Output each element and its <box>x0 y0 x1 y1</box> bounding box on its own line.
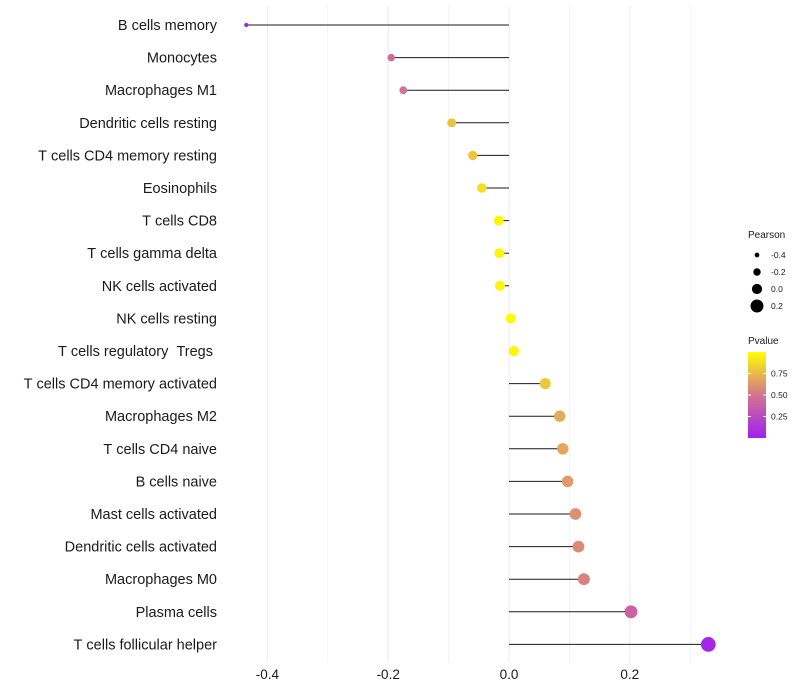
colorbar-tick-label: 0.50 <box>771 390 788 400</box>
category-label: T cells gamma delta <box>87 246 218 262</box>
category-label: NK cells activated <box>102 279 217 295</box>
colorbar-tick-label: 0.25 <box>771 412 788 422</box>
category-label: T cells regulatory Tregs <box>58 344 217 360</box>
x-tick-label: -0.4 <box>256 667 280 682</box>
pvalue-colorbar <box>748 352 766 438</box>
category-label: Dendritic cells activated <box>65 540 217 556</box>
lollipop-point <box>399 86 408 95</box>
category-label: T cells CD8 <box>142 214 217 230</box>
lollipop-point <box>577 573 590 586</box>
legend-size-label: 0.2 <box>771 301 783 311</box>
category-label: Monocytes <box>147 51 217 67</box>
category-label: Eosinophils <box>143 181 217 197</box>
category-label: Macrophages M1 <box>105 83 217 99</box>
legend-pearson-title: Pearson <box>748 230 785 241</box>
lollipop-point <box>508 345 519 357</box>
colorbar-tick-label: 0.75 <box>771 369 788 379</box>
legend-pvalue: Pvalue 0.25 0.50 0.75 <box>748 336 788 438</box>
category-label: Plasma cells <box>136 605 217 621</box>
category-label: B cells memory <box>118 18 218 34</box>
legend-size-label: -0.4 <box>771 250 786 260</box>
category-label: B cells naive <box>136 474 217 490</box>
category-label: T cells follicular helper <box>74 637 218 653</box>
lollipop-point <box>477 183 487 193</box>
lollipop-point <box>561 475 574 488</box>
category-label: T cells CD4 memory activated <box>24 377 217 393</box>
category-label: T cells CD4 naive <box>103 442 217 458</box>
category-label: Dendritic cells resting <box>79 116 217 132</box>
legend-size-label: -0.2 <box>771 267 786 277</box>
category-labels: B cells memory Monocytes Macrophages M1 Den… <box>24 18 218 653</box>
lollipop-point <box>554 410 566 422</box>
legend-pvalue-title: Pvalue <box>748 336 779 347</box>
lollipop-point <box>244 22 249 28</box>
legend-size-key <box>753 268 761 276</box>
category-label: NK cells resting <box>116 311 217 327</box>
lollipop-point <box>572 540 585 553</box>
lollipop-point <box>493 215 504 226</box>
lollipop-point <box>494 280 505 291</box>
legend-size-label: 0.0 <box>771 284 783 294</box>
lollipop-point <box>494 248 505 259</box>
x-tick-label: 0.0 <box>500 667 519 682</box>
legend-size-key <box>750 299 764 313</box>
category-label: Macrophages M0 <box>105 572 217 588</box>
category-label: Macrophages M2 <box>105 409 217 425</box>
lollipop-point <box>387 53 395 62</box>
lollipop-point <box>700 637 716 652</box>
lollipop-point <box>624 605 638 619</box>
x-tick-label: -0.2 <box>377 667 400 682</box>
category-label: T cells CD4 memory resting <box>38 148 217 164</box>
lollipop-point <box>569 508 582 520</box>
stems <box>246 24 709 645</box>
legend-size-key <box>754 252 760 258</box>
x-tick-label: 0.2 <box>620 667 639 682</box>
lollipop-point <box>468 150 478 161</box>
lollipop-point <box>505 313 516 324</box>
points <box>244 22 716 652</box>
lollipop-point <box>557 443 569 455</box>
category-label: Mast cells activated <box>90 507 217 523</box>
x-axis-tick-labels: -0.4 -0.2 0.0 0.2 <box>256 667 639 682</box>
grid-lines <box>266 6 691 662</box>
legend-size-key <box>751 283 763 295</box>
lollipop-point <box>447 118 457 128</box>
lollipop-point <box>539 378 551 390</box>
legend-pearson: Pearson -0.4 -0.2 0.0 0.2 <box>748 230 786 313</box>
